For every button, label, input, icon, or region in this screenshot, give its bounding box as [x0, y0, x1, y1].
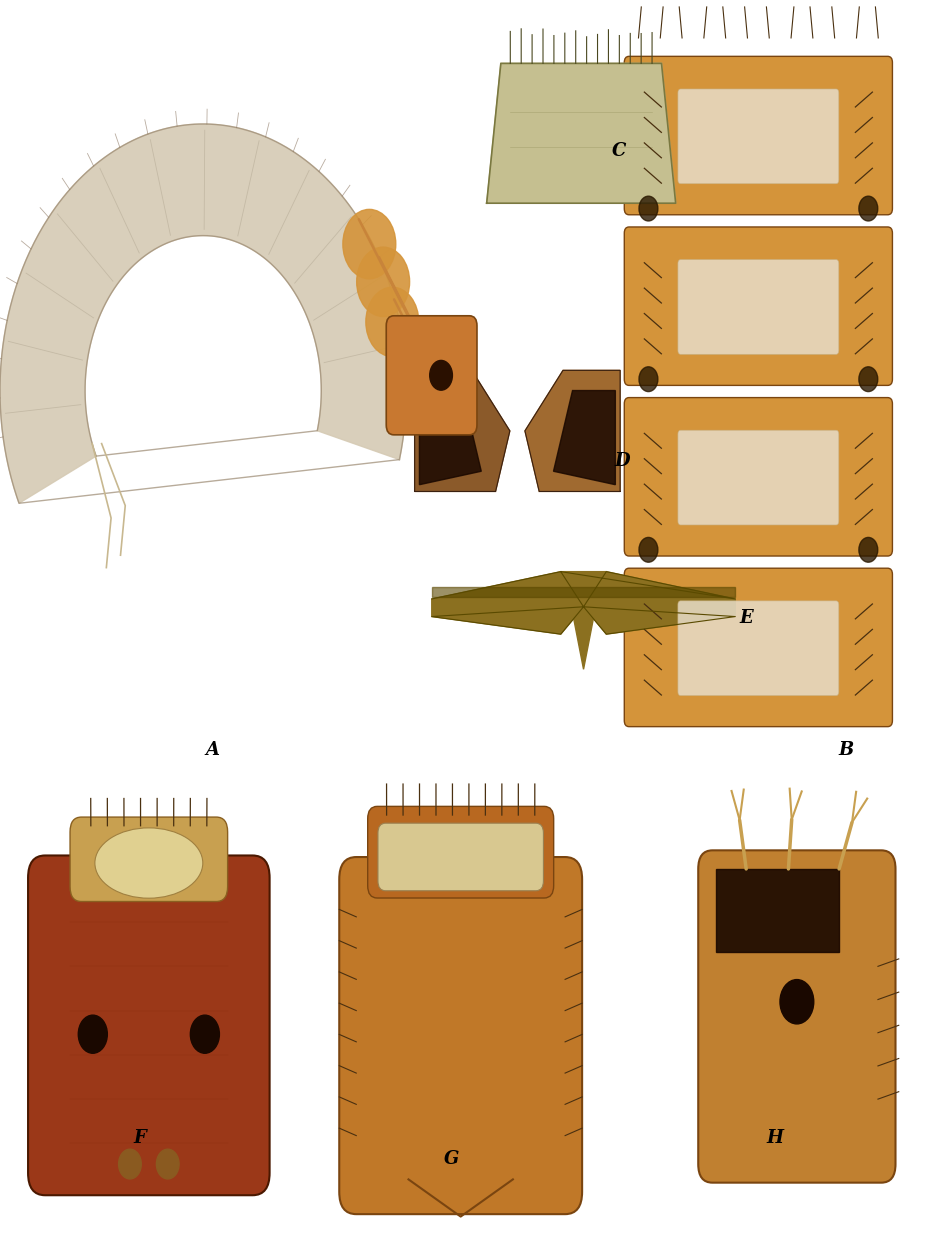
Circle shape	[638, 367, 657, 392]
FancyBboxPatch shape	[70, 817, 228, 901]
Circle shape	[779, 980, 813, 1024]
Circle shape	[356, 247, 409, 316]
FancyBboxPatch shape	[624, 56, 891, 215]
Circle shape	[78, 1016, 108, 1053]
FancyBboxPatch shape	[677, 430, 838, 525]
FancyBboxPatch shape	[28, 856, 269, 1195]
Polygon shape	[524, 371, 619, 491]
Circle shape	[638, 537, 657, 562]
FancyBboxPatch shape	[367, 806, 553, 898]
Ellipse shape	[94, 828, 203, 898]
Circle shape	[858, 367, 877, 392]
Text: G: G	[444, 1151, 459, 1168]
FancyBboxPatch shape	[624, 568, 891, 727]
Polygon shape	[583, 572, 734, 634]
Text: A: A	[206, 742, 219, 759]
Polygon shape	[0, 124, 406, 503]
FancyBboxPatch shape	[624, 398, 891, 556]
FancyBboxPatch shape	[677, 259, 838, 355]
Polygon shape	[715, 869, 838, 951]
Circle shape	[343, 210, 396, 279]
FancyBboxPatch shape	[339, 857, 582, 1214]
Circle shape	[858, 196, 877, 221]
Text: B: B	[837, 742, 852, 759]
Text: C: C	[611, 143, 626, 160]
Polygon shape	[431, 588, 734, 596]
Polygon shape	[486, 63, 675, 203]
Circle shape	[365, 288, 418, 357]
Circle shape	[190, 1016, 219, 1053]
Polygon shape	[431, 572, 583, 634]
FancyBboxPatch shape	[624, 227, 891, 386]
Polygon shape	[414, 371, 510, 491]
Circle shape	[638, 196, 657, 221]
Circle shape	[430, 361, 452, 391]
Polygon shape	[419, 391, 480, 485]
Text: D: D	[614, 453, 629, 470]
Polygon shape	[553, 391, 615, 485]
FancyBboxPatch shape	[386, 316, 477, 435]
Circle shape	[858, 537, 877, 562]
FancyBboxPatch shape	[698, 851, 895, 1183]
Circle shape	[156, 1149, 179, 1179]
Text: E: E	[739, 609, 752, 626]
FancyBboxPatch shape	[677, 89, 838, 184]
FancyBboxPatch shape	[378, 823, 543, 890]
Text: F: F	[133, 1130, 146, 1147]
Circle shape	[119, 1149, 142, 1179]
FancyBboxPatch shape	[677, 601, 838, 696]
Polygon shape	[560, 572, 606, 670]
Text: H: H	[766, 1130, 783, 1147]
